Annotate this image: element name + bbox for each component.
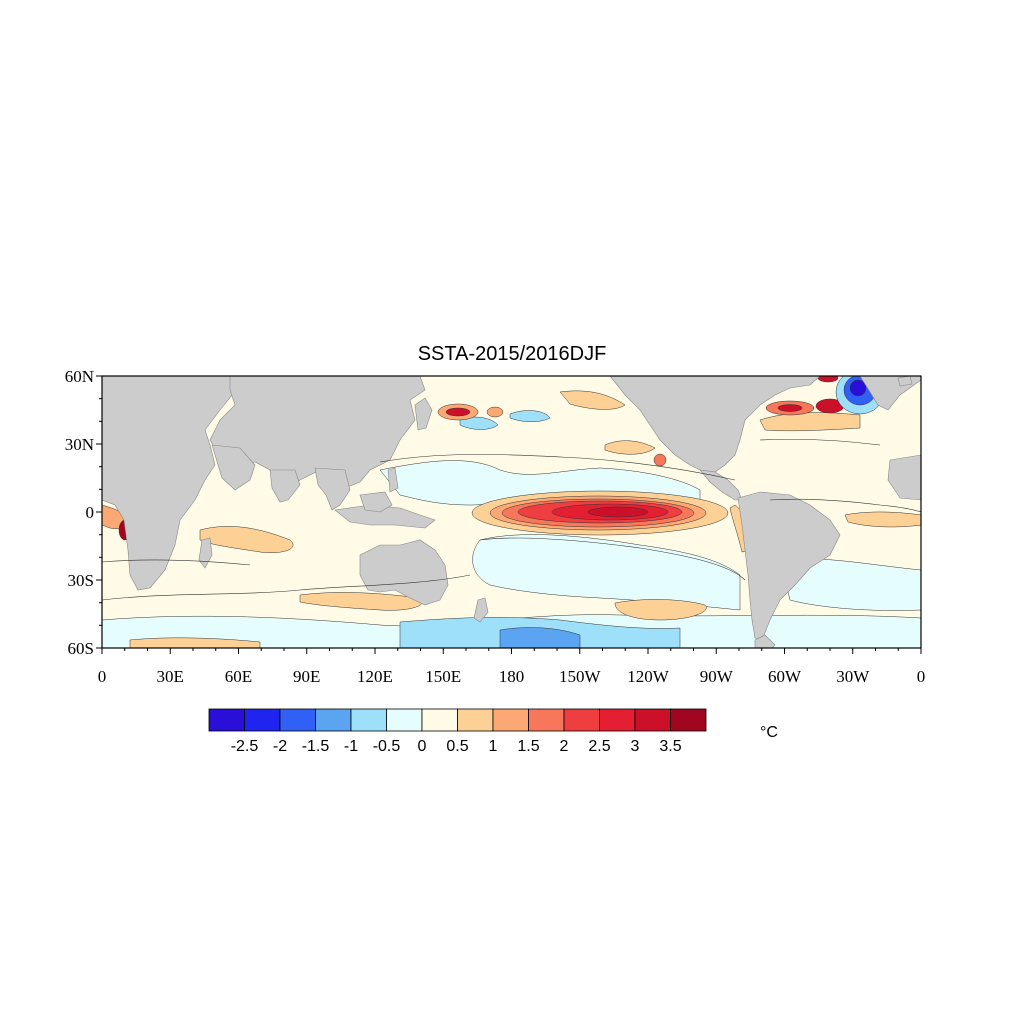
land-india bbox=[269, 469, 301, 503]
warm-south-pacific bbox=[614, 599, 707, 621]
land-philippines bbox=[387, 467, 399, 493]
contour-line bbox=[102, 574, 471, 601]
lat-tick-label: 0 bbox=[86, 503, 95, 522]
lat-tick-label: 30S bbox=[68, 571, 94, 590]
el-nino-tongue bbox=[471, 490, 729, 536]
colorbar-swatch bbox=[599, 708, 636, 732]
land-arabia bbox=[211, 444, 256, 491]
lon-tick-label: 90W bbox=[700, 667, 734, 686]
colorbar-label: 2.5 bbox=[588, 738, 610, 755]
lat-tick-label: 60S bbox=[68, 639, 94, 658]
warm-north-pacific-mid bbox=[604, 440, 656, 455]
warm-south-indian bbox=[299, 592, 423, 611]
greenland-warm bbox=[817, 376, 839, 383]
land-australia bbox=[359, 539, 449, 606]
colorbar-label: 3.5 bbox=[659, 738, 681, 755]
land-south-america bbox=[737, 491, 841, 641]
contour-line bbox=[379, 454, 736, 481]
colorbar-label: -2 bbox=[273, 738, 287, 755]
kuroshio-warm-inner bbox=[445, 407, 471, 417]
cold-southern-core bbox=[499, 627, 581, 648]
lon-tick-label: 90E bbox=[293, 667, 320, 686]
colorbar-swatch bbox=[563, 708, 600, 732]
colorbar-label: 3 bbox=[631, 738, 640, 755]
colorbar-swatch bbox=[350, 708, 387, 732]
lon-tick-label: 120W bbox=[627, 667, 670, 686]
lat-tick-label: 30N bbox=[65, 435, 94, 454]
colorbar-swatch bbox=[386, 708, 423, 732]
colorbar-swatch bbox=[421, 708, 458, 732]
lon-axis: 0 30E 60E 90E 120E 150E 180 150W 120W 90W 60W 30W 0 bbox=[98, 648, 926, 686]
lon-tick-label: 150W bbox=[559, 667, 602, 686]
land-japan bbox=[414, 397, 433, 431]
colorbar-label: 0 bbox=[418, 738, 427, 755]
contour-line bbox=[102, 559, 251, 566]
lat-axis: 60N 30N 0 30S 60S bbox=[65, 367, 102, 658]
colorbar-swatch bbox=[279, 708, 316, 732]
lon-tick-label: 30E bbox=[157, 667, 184, 686]
north-atlantic-cold-inner bbox=[849, 379, 867, 397]
land-west-africa-bulge bbox=[887, 454, 921, 501]
units-label: °C bbox=[760, 724, 778, 741]
colorbar-label: 2 bbox=[560, 738, 569, 755]
colorbar-swatch bbox=[528, 708, 565, 732]
map-title: SSTA-2015/2016DJF bbox=[418, 343, 607, 365]
lon-tick-label: 0 bbox=[98, 667, 107, 686]
colorbar-label: -0.5 bbox=[373, 738, 401, 755]
land-africa bbox=[102, 376, 233, 591]
lon-tick-label: 180 bbox=[499, 667, 525, 686]
lon-tick-label: 30W bbox=[836, 667, 870, 686]
colorbar-swatch bbox=[670, 708, 707, 732]
warm-indian-band bbox=[199, 526, 294, 553]
colorbar-label: 1.5 bbox=[517, 738, 539, 755]
land-masses bbox=[102, 376, 921, 648]
lon-tick-label: 120E bbox=[357, 667, 393, 686]
land-europe-asia bbox=[209, 376, 426, 496]
contour-line bbox=[479, 537, 746, 581]
cool-north-pacific-mid bbox=[509, 410, 551, 422]
land-borneo bbox=[359, 491, 393, 513]
warm-se-atlantic bbox=[844, 511, 921, 528]
cool-north-pacific-west bbox=[459, 416, 499, 430]
lon-tick-label: 60E bbox=[225, 667, 252, 686]
colorbar-label: -1 bbox=[344, 738, 358, 755]
colorbar-label: -2.5 bbox=[231, 738, 259, 755]
land-iceland bbox=[897, 376, 913, 387]
warm-south-east-pacific bbox=[129, 637, 261, 648]
map-area bbox=[102, 376, 921, 648]
colorbar-label: 0.5 bbox=[446, 738, 468, 755]
land-new-zealand bbox=[473, 597, 489, 623]
land-antarctic-peninsula bbox=[754, 634, 776, 648]
lon-tick-label: 0 bbox=[917, 667, 926, 686]
colorbar-swatch bbox=[634, 708, 671, 732]
colorbar-swatch bbox=[315, 708, 352, 732]
lat-tick-label: 60N bbox=[65, 367, 94, 386]
colorbar-label: 1 bbox=[489, 738, 498, 755]
colorbar-swatch bbox=[208, 708, 245, 732]
gulf-stream-warm-inner bbox=[777, 404, 803, 412]
lon-tick-label: 150E bbox=[425, 667, 461, 686]
contour-line bbox=[759, 438, 881, 446]
california-warm bbox=[653, 453, 667, 467]
colorbar: -2.5 -2 -1.5 -1 -0.5 0 0.5 1 1.5 2 2.5 3 3.5 bbox=[208, 708, 707, 755]
land-indochina bbox=[314, 467, 351, 511]
contour-line bbox=[769, 498, 921, 513]
lon-tick-label: 60W bbox=[768, 667, 802, 686]
warm-north-pacific-east bbox=[559, 390, 626, 410]
colorbar-label: -1.5 bbox=[302, 738, 330, 755]
colorbar-swatch bbox=[457, 708, 494, 732]
colorbar-swatch bbox=[492, 708, 529, 732]
nino-contour-6 bbox=[587, 506, 649, 518]
colorbar-swatch bbox=[244, 708, 281, 732]
zero-contours bbox=[102, 438, 921, 601]
north-pacific-warm-east bbox=[486, 406, 504, 418]
